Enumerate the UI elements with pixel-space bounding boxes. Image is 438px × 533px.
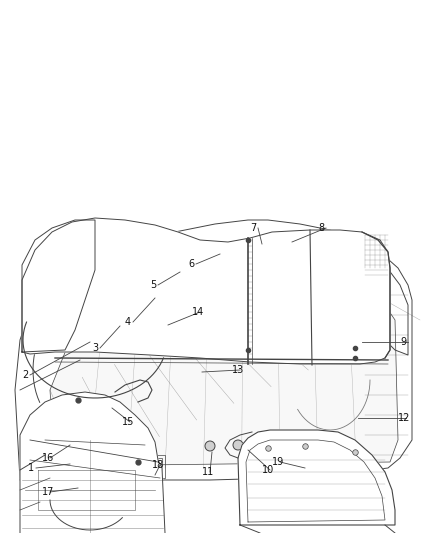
Circle shape — [214, 244, 222, 252]
Text: 1: 1 — [28, 463, 34, 473]
Circle shape — [233, 440, 243, 450]
Text: 8: 8 — [318, 223, 324, 233]
Circle shape — [114, 297, 122, 305]
Circle shape — [277, 238, 287, 248]
Text: 17: 17 — [42, 487, 54, 497]
Polygon shape — [238, 430, 395, 525]
Circle shape — [176, 256, 184, 264]
Text: 4: 4 — [125, 317, 131, 327]
Circle shape — [148, 274, 156, 282]
Text: 13: 13 — [232, 365, 244, 375]
Text: 19: 19 — [272, 457, 284, 467]
Circle shape — [213, 253, 223, 263]
Text: 18: 18 — [152, 460, 164, 470]
Circle shape — [67, 459, 77, 469]
Circle shape — [175, 267, 185, 277]
Text: 12: 12 — [398, 413, 410, 423]
Circle shape — [350, 315, 360, 325]
Text: 14: 14 — [192, 307, 204, 317]
Circle shape — [247, 240, 257, 250]
Text: 5: 5 — [150, 280, 156, 290]
Text: 3: 3 — [92, 343, 98, 353]
Polygon shape — [50, 258, 398, 470]
Text: 15: 15 — [122, 417, 134, 427]
Text: 10: 10 — [262, 465, 274, 475]
Text: 2: 2 — [22, 370, 28, 380]
Polygon shape — [20, 392, 165, 533]
Text: 6: 6 — [188, 259, 194, 269]
Text: 16: 16 — [42, 453, 54, 463]
Text: 7: 7 — [250, 223, 256, 233]
Circle shape — [113, 311, 123, 321]
Circle shape — [205, 441, 215, 451]
Polygon shape — [22, 218, 390, 364]
Text: 11: 11 — [202, 467, 214, 477]
Text: 9: 9 — [400, 337, 406, 347]
Circle shape — [147, 287, 157, 297]
Polygon shape — [15, 220, 412, 480]
